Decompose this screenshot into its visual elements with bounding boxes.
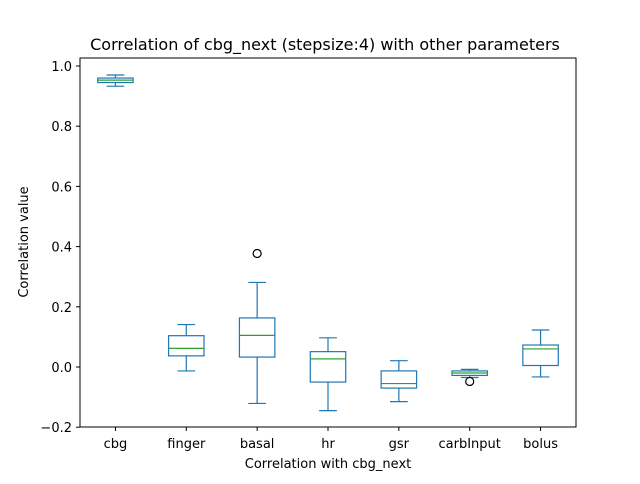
x-axis-label: Correlation with cbg_next xyxy=(245,457,411,472)
x-tick-label-finger: finger xyxy=(167,437,206,452)
chart-title: Correlation of cbg_next (stepsize:4) wit… xyxy=(90,35,560,55)
box-series xyxy=(97,74,559,412)
x-axis: cbg finger basal hr gsr carbInput bolus xyxy=(104,427,558,452)
box-gsr xyxy=(380,360,418,403)
y-tick-label: 0.6 xyxy=(51,180,72,195)
outlier-point-carbInput xyxy=(465,376,475,387)
y-tick-label: 0.0 xyxy=(51,361,72,376)
box-bolus xyxy=(522,329,559,378)
x-tick-label-hr: hr xyxy=(321,437,335,452)
box-basal xyxy=(238,248,276,405)
box-body-gsr xyxy=(380,370,418,389)
box-carbInput xyxy=(451,368,489,387)
box-finger xyxy=(167,323,205,372)
x-tick-label-cbg: cbg xyxy=(104,437,128,452)
box-body-basal xyxy=(238,317,276,358)
outlier-point-basal xyxy=(252,248,262,259)
box-body-finger xyxy=(167,335,205,357)
x-tick-label-basal: basal xyxy=(240,437,275,452)
x-tick-label-carbInput: carbInput xyxy=(439,437,501,452)
box-hr xyxy=(309,337,347,412)
box-body-bolus xyxy=(522,344,559,367)
y-axis-label: Correlation value xyxy=(17,186,32,297)
plot-area-frame xyxy=(79,57,577,428)
box-cbg xyxy=(97,74,134,87)
y-tick-label: 0.4 xyxy=(51,241,72,256)
y-tick-label: −0.2 xyxy=(40,421,72,436)
x-tick-label-gsr: gsr xyxy=(389,437,410,452)
y-tick-label: 0.2 xyxy=(51,301,72,316)
y-axis: −0.2 0.0 0.2 0.4 0.6 0.8 1.0 xyxy=(40,60,80,436)
y-tick-label: 0.8 xyxy=(51,120,72,135)
box-body-hr xyxy=(309,351,347,383)
x-tick-label-bolus: bolus xyxy=(523,437,558,452)
y-tick-label: 1.0 xyxy=(51,60,72,75)
